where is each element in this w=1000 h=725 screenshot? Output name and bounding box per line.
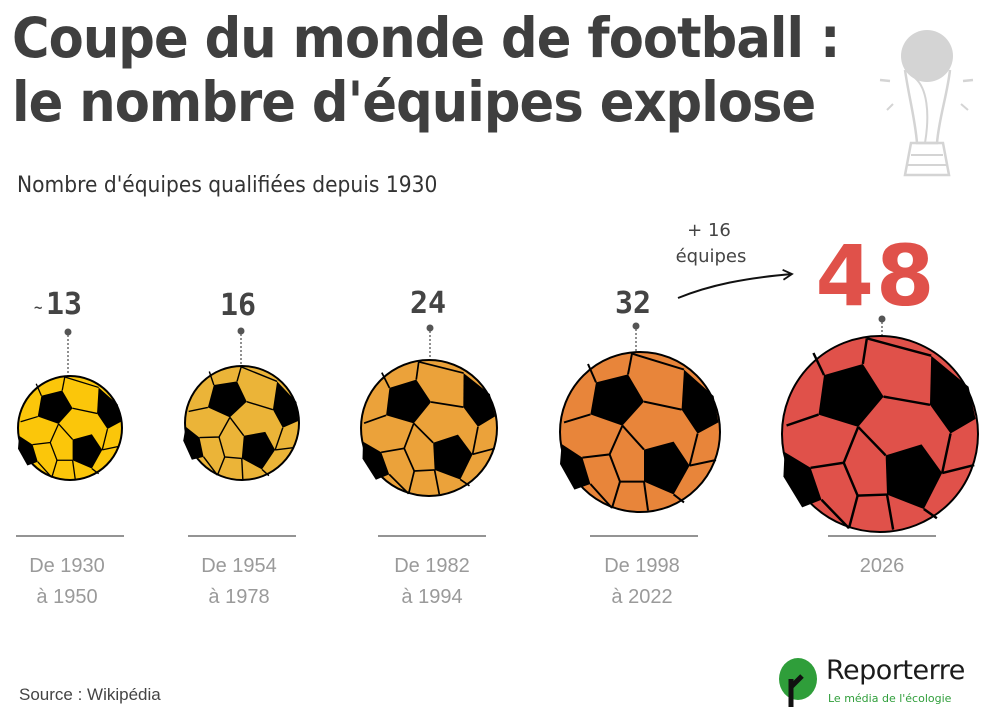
period-line-2: à 1978 <box>208 586 269 608</box>
arrow-icon <box>677 268 794 299</box>
period-line-1: De 1930 <box>29 555 105 577</box>
period-line-2: à 1994 <box>401 586 462 608</box>
reporterre-tree-icon <box>779 658 817 707</box>
source-note: Source : Wikipédia <box>19 685 161 704</box>
annotation-line-1: + 16 <box>687 220 731 241</box>
data-point-1982-1994: 24 De 1982 à 1994 <box>356 286 500 608</box>
period-line-2: à 2022 <box>611 586 672 608</box>
annotation-line-2: équipes <box>676 246 747 267</box>
period-line-2: à 1950 <box>36 586 97 608</box>
period-line-1: De 1998 <box>604 555 680 577</box>
chart-subtitle: Nombre d'équipes qualifiées depuis 1930 <box>17 173 438 198</box>
value-label: 32 <box>615 286 651 321</box>
data-point-1998-2022: 32 De 1998 à 2022 <box>559 286 721 608</box>
reporterre-logo: Reporterre Le média de l'écologie <box>778 655 993 710</box>
brand-tagline: Le média de l'écologie <box>828 692 952 705</box>
period-line-1: De 1982 <box>394 555 470 577</box>
value-label: 24 <box>410 286 446 321</box>
data-point-1930-1950: ~ 13 De 1930 à 1950 <box>16 287 124 608</box>
value-label: 16 <box>220 288 256 323</box>
approx-prefix: ~ <box>34 300 42 316</box>
increase-annotation: + 16 équipes <box>676 220 794 299</box>
title-line-2: le nombre d'équipes explose <box>12 70 816 134</box>
page-title: Coupe du monde de football : le nombre d… <box>12 6 896 134</box>
world-cup-trophy-icon <box>879 30 974 177</box>
data-point-2026: 48 2026 <box>777 227 981 577</box>
title-line-1: Coupe du monde de football : <box>12 6 840 70</box>
period-line-1: De 1954 <box>201 555 277 577</box>
value-label: 13 <box>46 287 82 322</box>
value-label-highlight: 48 <box>816 227 937 325</box>
period-line-1: 2026 <box>860 555 905 577</box>
brand-name: Reporterre <box>826 655 965 686</box>
data-point-1954-1978: 16 De 1954 à 1978 <box>179 288 304 608</box>
